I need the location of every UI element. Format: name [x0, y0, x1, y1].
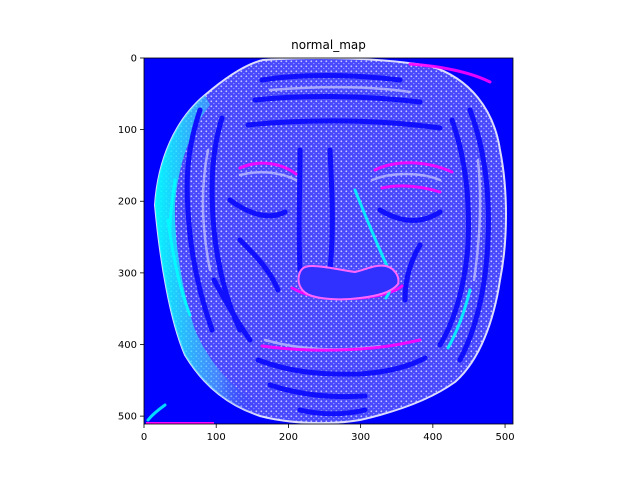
x-axis: 0 100 200 300 400 500 [141, 424, 515, 443]
x-tick-label: 400 [423, 432, 442, 443]
nose [297, 264, 400, 301]
axes-frame [143, 57, 514, 425]
y-tick-label: 400 [118, 340, 137, 351]
normal-map-image [146, 58, 507, 424]
y-tick-label: 0 [131, 54, 137, 65]
y-tick-label: 100 [118, 125, 137, 136]
y-tick-label: 300 [118, 268, 137, 279]
y-axis: 0 100 200 300 400 500 [118, 54, 144, 423]
x-tick-label: 100 [207, 432, 226, 443]
chart-title: normal_map [291, 38, 366, 52]
x-tick-label: 500 [496, 432, 515, 443]
left-edge-glow [155, 95, 260, 416]
y-tick-label: 200 [118, 197, 137, 208]
axes: 0 100 200 300 400 500 0 100 200 300 400 500 normal… [118, 38, 515, 443]
x-tick-label: 200 [279, 432, 298, 443]
x-tick-label: 300 [351, 432, 370, 443]
y-tick-label: 500 [118, 412, 137, 423]
contour-lines [184, 73, 491, 417]
x-tick-label: 0 [141, 432, 147, 443]
